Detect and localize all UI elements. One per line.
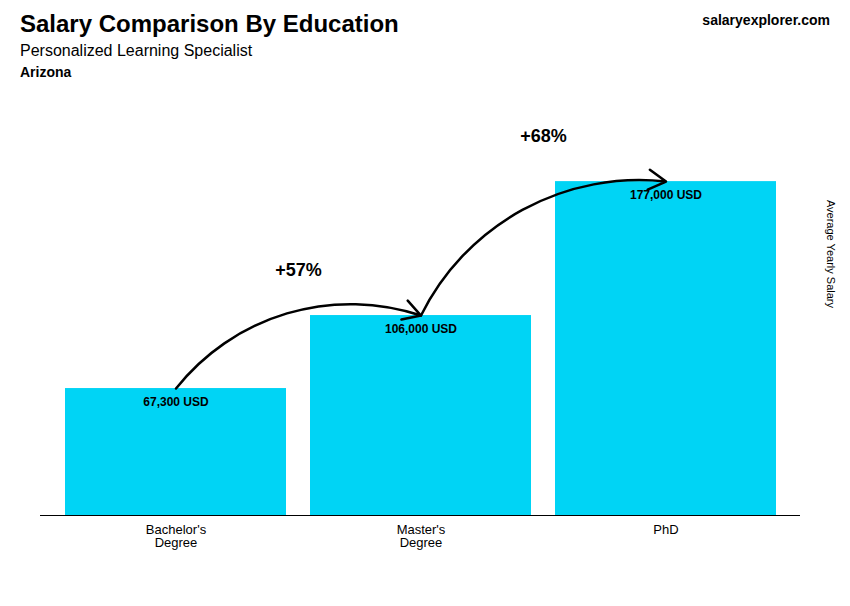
svg-text:PhD: PhD bbox=[653, 522, 678, 537]
svg-text:+68%: +68% bbox=[520, 126, 567, 146]
svg-text:+57%: +57% bbox=[275, 260, 322, 280]
html-text:Personalized Learning Speciali: Personalized Learning Specialist bbox=[20, 42, 253, 59]
svg-text:106,000 USD: 106,000 USD bbox=[385, 322, 457, 336]
html-text:Salary Comparison By Education: Salary Comparison By Education bbox=[20, 10, 399, 37]
svg-text:Average Yearly Salary: Average Yearly Salary bbox=[825, 200, 837, 309]
svg-text:67,300 USD: 67,300 USD bbox=[143, 395, 209, 409]
svg-text:Master'sDegree: Master'sDegree bbox=[397, 522, 446, 550]
svg-text:177,000 USD: 177,000 USD bbox=[630, 188, 702, 202]
html-text:Arizona: Arizona bbox=[20, 64, 72, 80]
svg-text:Bachelor'sDegree: Bachelor'sDegree bbox=[146, 522, 207, 550]
html-text:salaryexplorer.com: salaryexplorer.com bbox=[702, 12, 830, 28]
